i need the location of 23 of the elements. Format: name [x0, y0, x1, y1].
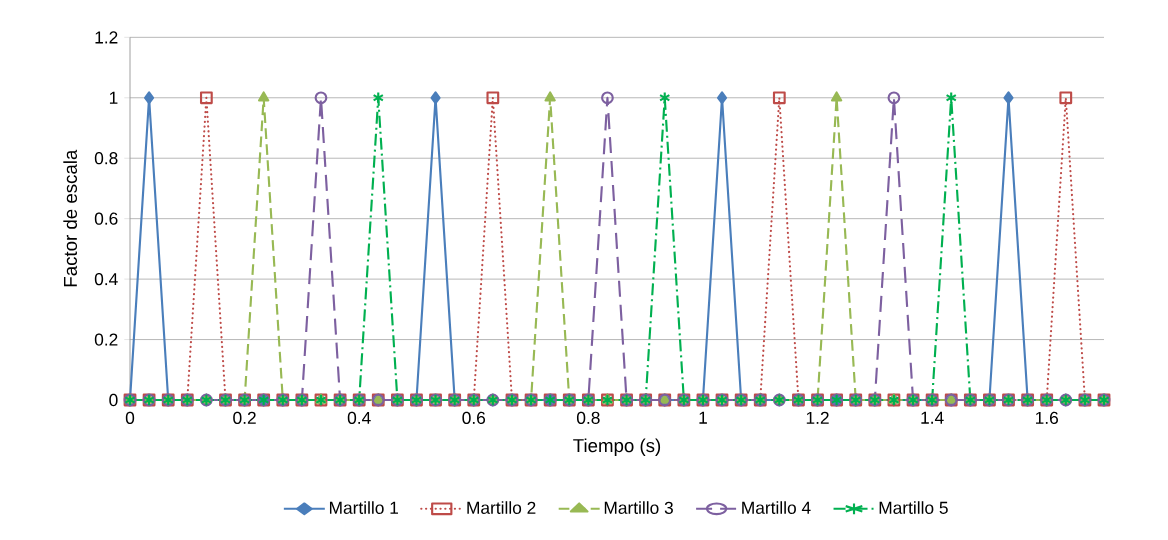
x-tick-label: 0.8 [576, 411, 600, 424]
y-tick-label: 0 [109, 393, 118, 407]
x-axis-title: Tiempo (s) [573, 438, 661, 456]
x-tick-label: 1.6 [1035, 411, 1059, 424]
x-tick-label: 0.6 [462, 411, 486, 424]
legend-label: Martillo 3 [604, 501, 673, 514]
y-tick-label: 0.6 [94, 212, 118, 225]
legend-label: Martillo 2 [467, 501, 536, 514]
legend-label: Martillo 5 [879, 501, 948, 514]
x-tick-label: 1 [699, 411, 707, 424]
y-tick-label: 0.4 [94, 272, 118, 286]
x-tick-label: 1.2 [806, 411, 829, 424]
legend-label: Martillo 4 [742, 501, 811, 514]
y-axis-title: Factor de escala [63, 149, 78, 287]
x-tick-label: 0.2 [233, 411, 256, 424]
x-tick-label: 1.4 [921, 411, 944, 424]
x-tick-label: 0 [125, 411, 135, 424]
x-tick-label: 0.4 [347, 411, 371, 424]
legend-label: Martillo 1 [329, 501, 399, 514]
y-tick-label: 1 [109, 91, 118, 104]
y-tick-label: 0.8 [94, 152, 118, 165]
y-tick-label: 1.2 [95, 31, 118, 44]
y-tick-label: 0.2 [94, 333, 118, 346]
